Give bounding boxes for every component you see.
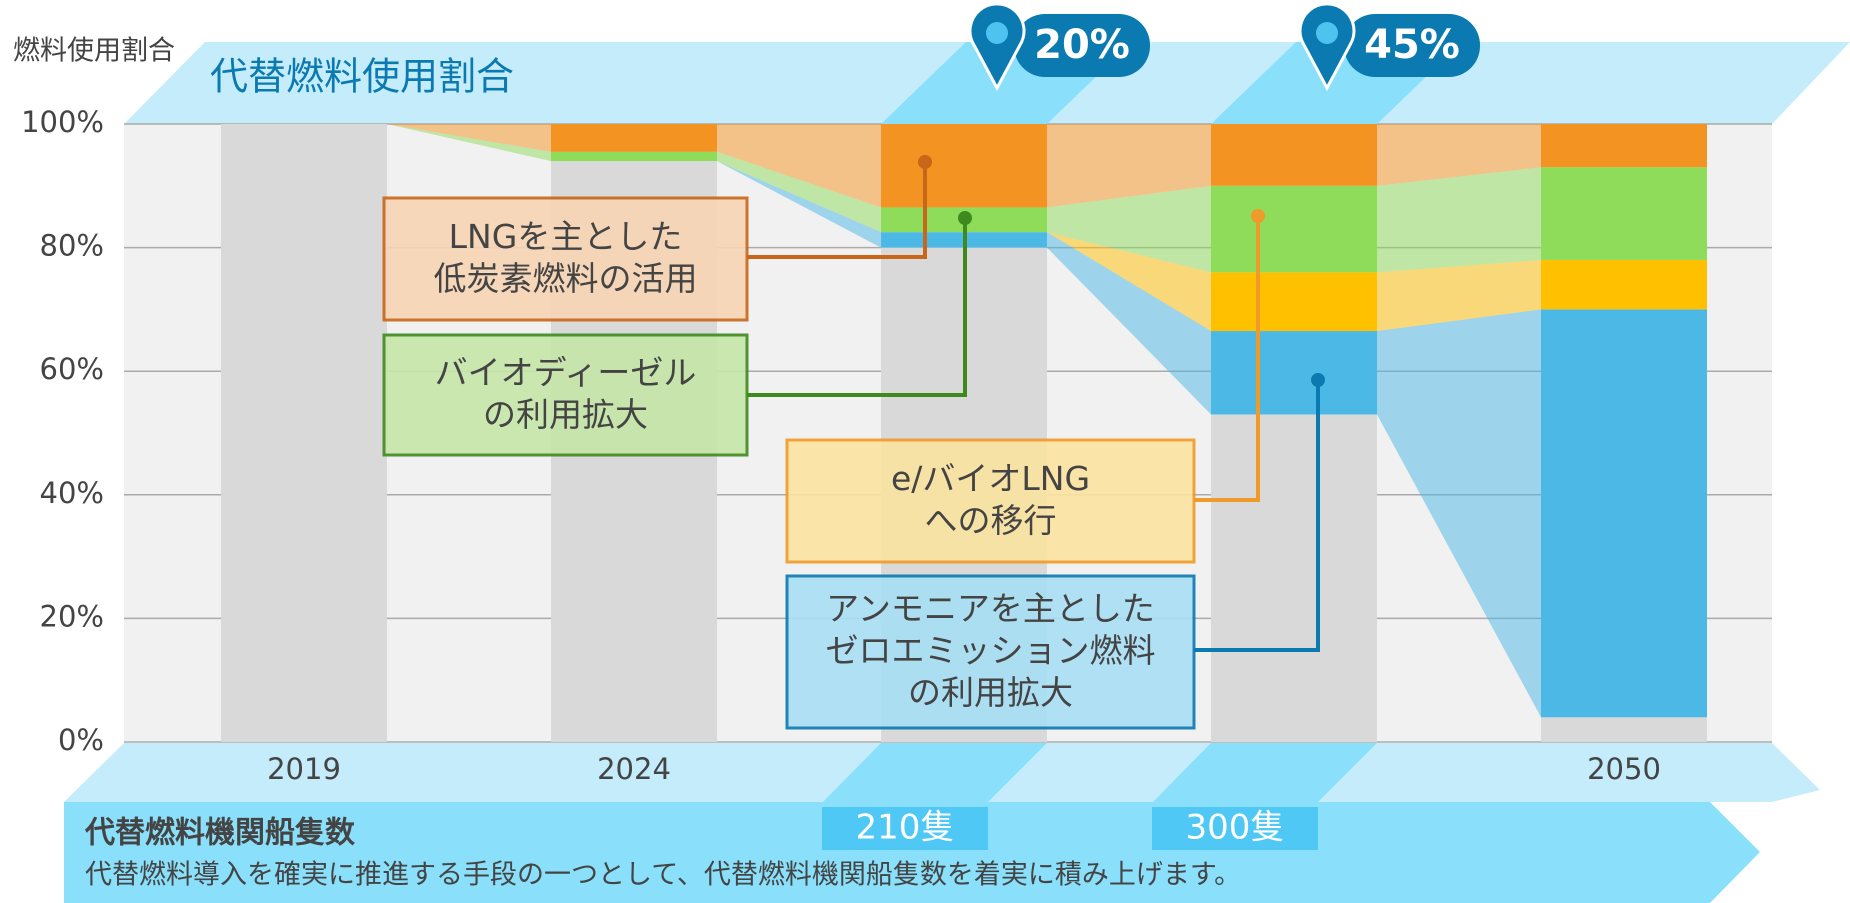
callout-dot	[1251, 209, 1265, 223]
transition-band	[1377, 259, 1541, 332]
ship-count: 210隻	[856, 808, 955, 848]
badge	[1344, 14, 1480, 77]
bar-segment	[1541, 124, 1707, 168]
transition-band	[717, 124, 881, 208]
bar-segment	[1541, 167, 1707, 260]
x-tick-label: 2024	[597, 752, 671, 786]
bar-segment	[1541, 259, 1707, 310]
bar-segment	[1211, 331, 1377, 415]
badge	[1014, 14, 1150, 77]
bar-segment	[881, 124, 1047, 208]
callout-dot	[918, 155, 932, 169]
y-tick-label: 0%	[58, 723, 104, 757]
transition-band	[1377, 167, 1541, 273]
ship-funnel	[1149, 743, 1377, 806]
ship-count: 300隻	[1186, 808, 1285, 848]
legend-line: の利用拡大	[483, 395, 648, 434]
callout-line	[1194, 380, 1320, 652]
legend-line: LNGを主とした	[449, 217, 683, 256]
callout-line	[747, 218, 967, 397]
transition-band	[717, 161, 881, 248]
legend-label: LNGを主とした低炭素燃料の活用	[434, 217, 698, 298]
transition-band	[387, 124, 551, 152]
chart-title: 代替燃料使用割合	[210, 55, 514, 99]
bar-segment	[1211, 124, 1377, 186]
callout-line	[747, 162, 927, 259]
transition-band	[1047, 124, 1211, 208]
legend-label: アンモニアを主としたゼロエミッション燃料の利用拡大	[826, 589, 1156, 712]
legend-line: 低炭素燃料の活用	[434, 259, 698, 298]
transition-band	[1377, 309, 1541, 718]
description: 代替燃料導入を確実に推進する手段の一つとして、代替燃料機関船隻数を着実に積み上げ…	[85, 860, 1241, 891]
bar-segment	[551, 124, 717, 152]
legend-line: e/バイオLNG	[891, 459, 1090, 498]
legend-line: への移行	[925, 501, 1057, 540]
legend-line: ゼロエミッション燃料	[826, 631, 1156, 670]
bar-segment	[221, 124, 387, 742]
legend-line: アンモニアを主とした	[826, 589, 1155, 628]
transition-band	[717, 151, 881, 233]
pin	[968, 2, 1026, 92]
pin	[1298, 2, 1356, 92]
callout-line	[1194, 216, 1260, 502]
y-tick-label: 40%	[40, 476, 104, 510]
x-tick-label: 2050	[1587, 752, 1661, 786]
legend-label: e/バイオLNG への移行	[891, 459, 1090, 540]
transition-band	[1377, 124, 1541, 186]
bar-segment	[1541, 717, 1707, 742]
share-label: 45%	[1364, 22, 1460, 68]
callout-dot	[1311, 373, 1325, 387]
transition-band	[1047, 232, 1211, 415]
bar-segment	[551, 151, 717, 162]
ship-box	[822, 807, 988, 850]
bar-segment	[1541, 309, 1707, 718]
ship-box	[1152, 807, 1318, 850]
y-tick-label: 20%	[40, 599, 104, 633]
y-tick-label: 100%	[21, 105, 104, 139]
y-tick-label: 60%	[40, 352, 104, 386]
x-tick-label: 2019	[267, 752, 341, 786]
transition-band	[1047, 185, 1211, 273]
transition-band	[1047, 232, 1211, 332]
callout-box	[382, 196, 749, 322]
bar-segment	[1211, 185, 1377, 273]
legend-label: バイオディーゼルの利用拡大	[435, 353, 697, 434]
pin-dot	[1316, 22, 1338, 44]
callout-box	[785, 574, 1196, 730]
bottom-band	[64, 802, 1760, 903]
bar-segment	[1211, 272, 1377, 332]
y-axis-label: 燃料使用割合	[13, 36, 175, 67]
ship-count-title: 代替燃料機関船隻数	[84, 816, 356, 851]
legend-line: バイオディーゼル	[435, 353, 697, 392]
share-label: 20%	[1034, 22, 1130, 68]
callout-box	[785, 438, 1196, 564]
bar-segment	[1211, 414, 1377, 742]
y-tick-label: 80%	[40, 229, 104, 263]
ship-funnel	[819, 743, 1047, 806]
callout-box	[382, 333, 749, 457]
legend-line: の利用拡大	[908, 673, 1073, 712]
callout-dot	[958, 211, 972, 225]
pin-dot	[986, 22, 1008, 44]
transition-band	[387, 124, 551, 162]
